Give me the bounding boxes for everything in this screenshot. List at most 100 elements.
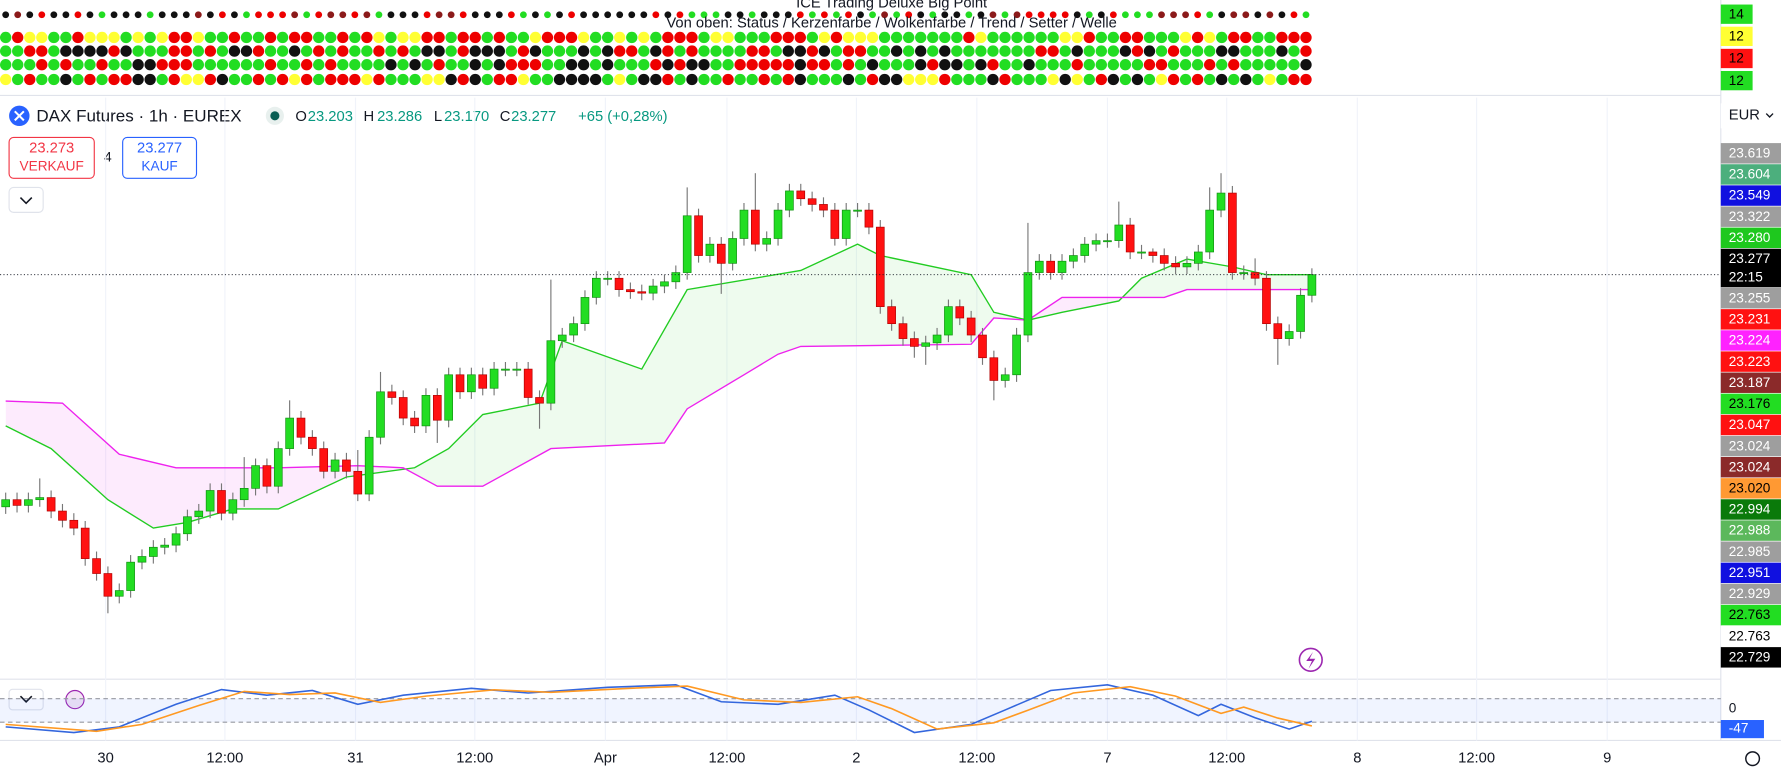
status-dot — [483, 11, 491, 19]
status-dot — [1071, 45, 1083, 57]
status-dot — [698, 59, 710, 71]
candle-body — [603, 277, 612, 280]
price-tag-label: 22.729 — [1729, 650, 1771, 665]
status-dot — [120, 59, 132, 71]
status-dot — [1013, 11, 1021, 19]
price-tag-label: 23.604 — [1729, 167, 1771, 182]
candle-body — [183, 516, 192, 535]
status-dot — [662, 59, 674, 71]
status-dot — [1071, 73, 1083, 86]
status-dot — [589, 59, 602, 71]
status-dot — [325, 45, 337, 57]
price-tag — [1720, 583, 1781, 605]
candle-body — [1069, 255, 1078, 262]
candle-body — [1262, 277, 1271, 325]
status-dot — [1191, 45, 1204, 57]
status-dot — [457, 59, 469, 71]
buy-button[interactable] — [122, 136, 198, 179]
status-dot — [662, 73, 674, 86]
status-dot — [989, 11, 997, 19]
status-dot — [1203, 73, 1216, 86]
status-dot — [12, 31, 24, 44]
status-dot — [300, 45, 313, 57]
status-dot — [845, 11, 852, 19]
candle-body — [319, 448, 329, 472]
status-dot — [325, 59, 337, 71]
status-dot — [1143, 73, 1156, 86]
sync-icon[interactable] — [65, 689, 85, 710]
candle-body — [807, 198, 817, 205]
status-dot — [216, 59, 229, 71]
status-dot — [96, 73, 108, 86]
status-dot — [315, 11, 323, 19]
alert-glyph — [1306, 651, 1316, 669]
candle-body — [1228, 192, 1237, 273]
status-dot — [878, 31, 891, 44]
status-dot — [1170, 11, 1177, 19]
candle-body — [728, 238, 737, 264]
status-dot — [1242, 11, 1250, 19]
status-dot — [156, 45, 168, 57]
status-dot — [1167, 73, 1180, 86]
status-dot — [568, 11, 575, 19]
status-dot — [614, 45, 626, 57]
sell-button[interactable] — [8, 136, 95, 179]
status-dot — [48, 73, 60, 86]
status-dot — [1119, 45, 1132, 57]
status-dot — [902, 59, 915, 71]
candle-body — [1250, 272, 1260, 279]
status-dot — [120, 45, 132, 57]
candle-body — [137, 556, 147, 563]
status-dot — [469, 59, 481, 71]
status-dot — [469, 45, 481, 57]
status-dot — [1071, 31, 1083, 44]
status-dot — [830, 73, 843, 86]
status-dot — [182, 11, 190, 19]
status-dot — [601, 45, 614, 57]
settings-icon[interactable] — [1745, 751, 1761, 767]
collapse-button[interactable] — [8, 186, 44, 213]
status-dot — [435, 11, 443, 19]
status-dot — [72, 45, 84, 57]
candle-body — [262, 465, 272, 487]
status-dot — [601, 73, 614, 86]
status-dot — [1011, 45, 1023, 57]
status-dot — [676, 11, 684, 19]
status-dot — [279, 11, 287, 19]
pane-collapse[interactable] — [8, 688, 44, 711]
candle-body — [1125, 224, 1135, 253]
status-dot — [373, 73, 385, 86]
status-dot — [770, 73, 782, 86]
candle-body — [887, 306, 896, 325]
status-dot — [601, 59, 614, 71]
status-dot — [1047, 73, 1059, 86]
price-tag — [1720, 604, 1781, 626]
status-dot — [580, 11, 588, 19]
status-dot — [267, 11, 274, 19]
ohlc-label: L — [434, 109, 442, 125]
candle-body — [501, 368, 510, 371]
status-dot — [1061, 11, 1069, 19]
status-dot — [132, 73, 144, 86]
candle-body — [614, 277, 624, 290]
status-dot — [300, 59, 313, 71]
status-dot — [734, 45, 746, 57]
oscillator-line — [5, 685, 1313, 733]
candle-body — [785, 190, 794, 211]
status-icon-dot — [270, 111, 280, 121]
status-dot — [915, 73, 927, 86]
x-tick-label: Apr — [594, 751, 617, 767]
candle-body — [1239, 272, 1249, 275]
count-value: 12 — [1729, 29, 1744, 44]
status-dot — [939, 73, 951, 86]
status-dot — [951, 45, 963, 57]
status-dot — [72, 31, 84, 44]
status-dot — [397, 73, 409, 86]
status-dot — [1252, 73, 1264, 86]
status-dot — [1288, 59, 1300, 71]
status-dot — [361, 45, 373, 57]
status-dot — [240, 31, 253, 44]
status-dot — [96, 59, 108, 71]
status-dot — [158, 11, 166, 19]
status-dot — [878, 73, 891, 86]
